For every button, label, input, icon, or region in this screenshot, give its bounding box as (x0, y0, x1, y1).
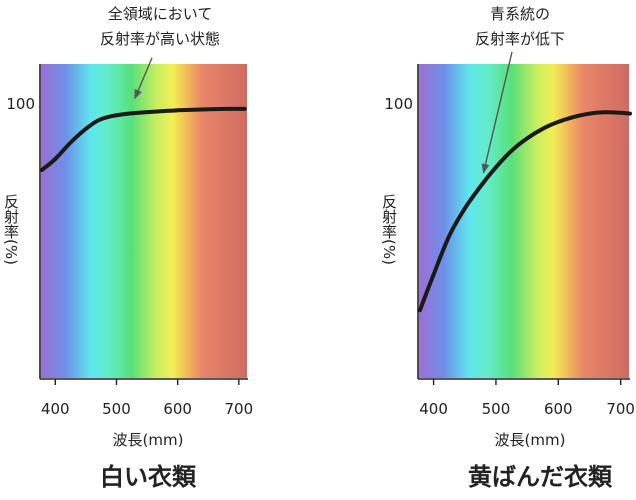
x-axis-label-left: 波長(mm) (113, 431, 184, 449)
chart-left: 100 400 500 600 700 反射率(%) 波長(mm) 白い衣類 全領域に… (2, 5, 253, 491)
x-tick-label-left: 700 (225, 400, 254, 418)
annotation-left-line-1: 全領域において (108, 5, 213, 23)
x-tick-label-left: 600 (163, 400, 192, 418)
chart-title-left: 白い衣類 (100, 463, 197, 491)
annotation-right-line-2: 反射率が低下 (475, 30, 565, 48)
series-line-right (417, 110, 632, 313)
spectrum-band-left (41, 64, 247, 378)
y-axis-label-left: 反射率(%) (2, 194, 20, 265)
annotation-left-line-2: 反射率が高い状態 (100, 30, 220, 48)
y-axis-label-right: 反射率(%) (380, 194, 398, 265)
x-tick-label-left: 500 (102, 400, 131, 418)
y-tick-label-left: 100 (6, 95, 35, 113)
annotation-right-line-1: 青系統の (490, 5, 550, 23)
x-tick-label-left: 400 (41, 400, 70, 418)
x-tick-label-right: 600 (544, 400, 573, 418)
chart-title-right: 黄ばんだ衣類 (468, 463, 613, 491)
chart-right: 100 400 500 600 700 反射率(%) 波長(mm) 黄ばんだ衣類 青系… (380, 5, 635, 491)
x-tick-label-right: 700 (606, 400, 635, 418)
spectrum-band-right (419, 64, 629, 378)
series-line-left (39, 106, 247, 172)
x-tick-label-right: 500 (482, 400, 511, 418)
y-tick-label-right: 100 (384, 95, 413, 113)
x-tick-label-right: 400 (419, 400, 448, 418)
x-axis-label-right: 波長(mm) (495, 431, 566, 449)
annotation-arrow-left (134, 57, 153, 100)
annotation-arrow-right (481, 51, 513, 174)
